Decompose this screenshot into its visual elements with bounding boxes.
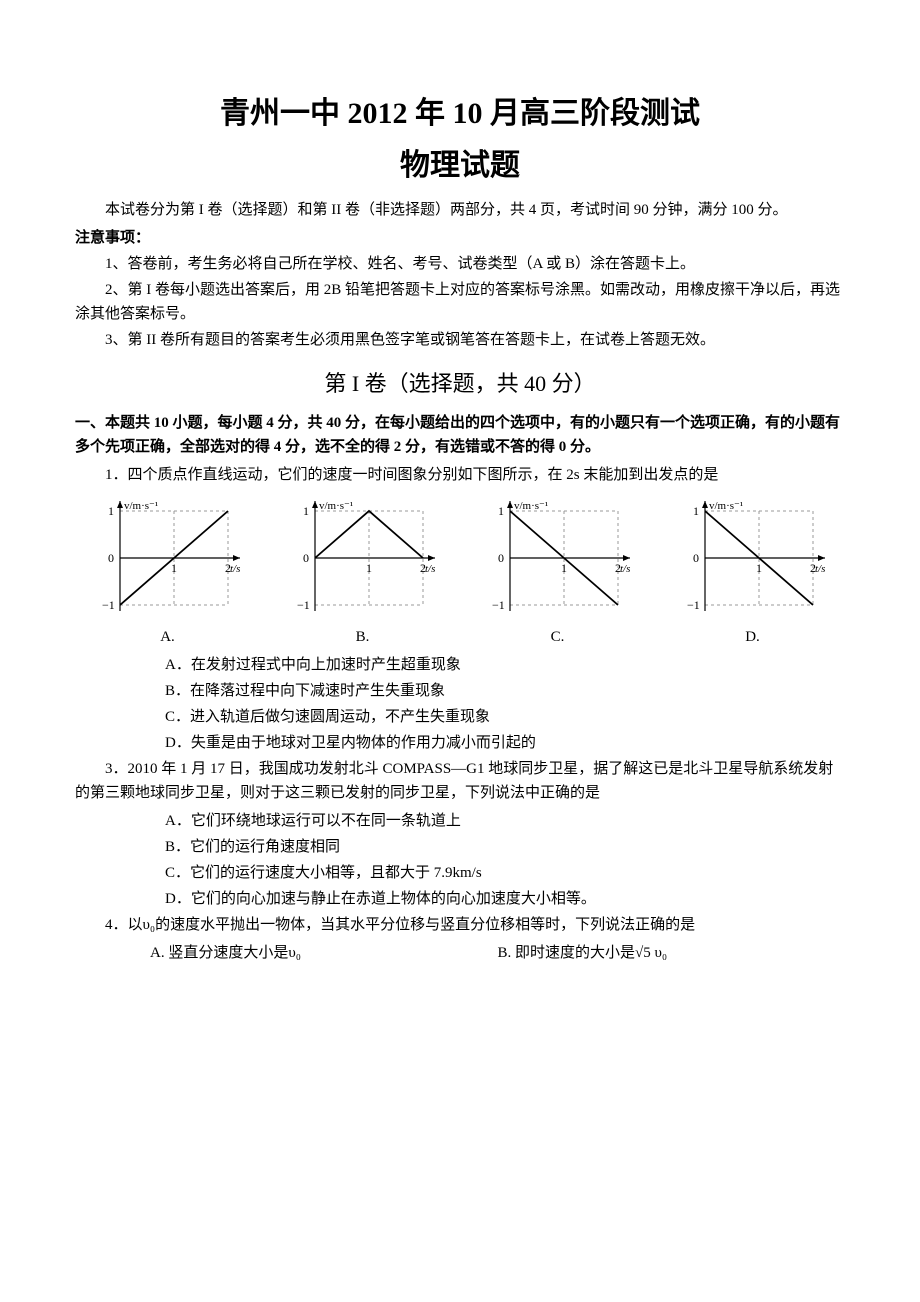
question-3-opt-b: B．它们的运行角速度相同 <box>75 835 845 859</box>
question-3-opt-c: C．它们的运行速度大小相等，且都大于 7.9km/s <box>75 861 845 885</box>
question-4-opt-row: A. 竖直分速度大小是υ₀ B. 即时速度的大小是√5 υ₀ <box>75 941 845 965</box>
svg-text:2: 2 <box>615 561 621 575</box>
question-2-opt-a: A．在发射过程式中向上加速时产生超重现象 <box>75 653 845 677</box>
svg-text:−1: −1 <box>492 598 505 612</box>
svg-text:−1: −1 <box>687 598 700 612</box>
question-4-opt-a: A. 竖直分速度大小是υ₀ <box>150 941 498 965</box>
title-subject: 物理试题 <box>75 142 845 190</box>
svg-text:2: 2 <box>810 561 816 575</box>
instructions: 一、本题共 10 小题，每小题 4 分，共 40 分，在每小题给出的四个选项中，… <box>75 411 845 459</box>
svg-text:v/m·s⁻¹: v/m·s⁻¹ <box>319 500 353 512</box>
svg-text:1: 1 <box>693 504 699 518</box>
svg-text:t/s: t/s <box>620 563 630 575</box>
svg-text:1: 1 <box>498 504 504 518</box>
svg-text:−1: −1 <box>102 598 115 612</box>
notice-item-1: 1、答卷前，考生务必将自己所在学校、姓名、考号、试卷类型（A 或 B）涂在答题卡… <box>75 252 845 276</box>
question-3-opt-d: D．它们的向心加速与静止在赤道上物体的向心加速度大小相等。 <box>75 887 845 911</box>
title-main: 青州一中 2012 年 10 月高三阶段测试 <box>75 90 845 138</box>
chart-d-label: D. <box>745 625 760 649</box>
question-4-opt-b: B. 即时速度的大小是√5 υ₀ <box>498 941 846 965</box>
svg-text:1: 1 <box>108 504 114 518</box>
svg-text:1: 1 <box>366 561 372 575</box>
svg-text:t/s: t/s <box>425 563 435 575</box>
svg-text:0: 0 <box>108 551 114 565</box>
svg-text:0: 0 <box>498 551 504 565</box>
question-2-opt-c: C．进入轨道后做匀速圆周运动，不产生失重现象 <box>75 705 845 729</box>
chart-a-wrap: v/m·s⁻¹ t/s 1 0 −1 1 2 A. <box>85 493 250 649</box>
svg-text:v/m·s⁻¹: v/m·s⁻¹ <box>514 500 548 512</box>
question-1-text: 1．四个质点作直线运动，它们的速度一时间图象分别如下图所示，在 2s 末能加到出… <box>75 463 845 487</box>
chart-c-label: C. <box>551 625 565 649</box>
chart-c: v/m·s⁻¹ t/s 1 0 −1 1 2 <box>475 493 640 623</box>
chart-a: v/m·s⁻¹ t/s 1 0 −1 1 2 <box>85 493 250 623</box>
section-header: 第 I 卷（选择题，共 40 分） <box>75 366 845 401</box>
chart-d: v/m·s⁻¹ t/s 1 0 −1 1 2 <box>670 493 835 623</box>
question-4-text: 4．以υ₀的速度水平抛出一物体，当其水平分位移与竖直分位移相等时，下列说法正确的… <box>75 913 845 937</box>
intro-paragraph: 本试卷分为第 I 卷（选择题）和第 II 卷（非选择题）两部分，共 4 页，考试… <box>75 198 845 222</box>
svg-text:1: 1 <box>171 561 177 575</box>
svg-text:t/s: t/s <box>815 563 825 575</box>
svg-text:2: 2 <box>420 561 426 575</box>
notice-header: 注意事项： <box>75 226 845 250</box>
svg-text:0: 0 <box>693 551 699 565</box>
svg-text:t/s: t/s <box>230 563 240 575</box>
svg-text:1: 1 <box>303 504 309 518</box>
svg-text:2: 2 <box>225 561 231 575</box>
chart-a-label: A. <box>160 625 175 649</box>
svg-text:v/m·s⁻¹: v/m·s⁻¹ <box>124 500 158 512</box>
svg-text:1: 1 <box>561 561 567 575</box>
question-3-text: 3．2010 年 1 月 17 日，我国成功发射北斗 COMPASS—G1 地球… <box>75 757 845 805</box>
chart-c-wrap: v/m·s⁻¹ t/s 1 0 −1 1 2 C. <box>475 493 640 649</box>
question-1-charts: v/m·s⁻¹t/s10−112 A. v/m·s⁻¹t/s10−112 B. … <box>75 493 845 649</box>
chart-b-wrap: v/m·s⁻¹ t/s 1 0 −1 1 2 B. <box>280 493 445 649</box>
svg-text:0: 0 <box>303 551 309 565</box>
question-3-opt-a: A．它们环绕地球运行可以不在同一条轨道上 <box>75 809 845 833</box>
chart-b-label: B. <box>356 625 370 649</box>
question-2-opt-b: B．在降落过程中向下减速时产生失重现象 <box>75 679 845 703</box>
chart-b: v/m·s⁻¹ t/s 1 0 −1 1 2 <box>280 493 445 623</box>
notice-item-3: 3、第 II 卷所有题目的答案考生必须用黑色签字笔或钢笔答在答题卡上，在试卷上答… <box>75 328 845 352</box>
svg-text:1: 1 <box>756 561 762 575</box>
chart-d-wrap: v/m·s⁻¹ t/s 1 0 −1 1 2 D. <box>670 493 835 649</box>
svg-text:−1: −1 <box>297 598 310 612</box>
notice-item-2: 2、第 I 卷每小题选出答案后，用 2B 铅笔把答题卡上对应的答案标号涂黑。如需… <box>75 278 845 326</box>
question-2-opt-d: D．失重是由于地球对卫星内物体的作用力减小而引起的 <box>75 731 845 755</box>
svg-text:v/m·s⁻¹: v/m·s⁻¹ <box>709 500 743 512</box>
